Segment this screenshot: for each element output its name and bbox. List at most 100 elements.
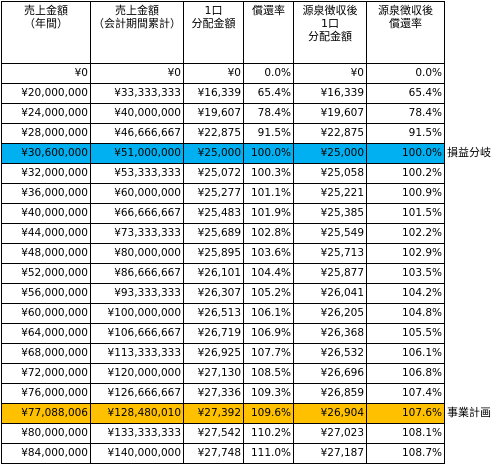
table-cell[interactable]: 102.2% (366, 223, 445, 244)
table-cell[interactable]: 108.1% (366, 423, 445, 444)
table-cell[interactable]: 0.0% (243, 63, 294, 84)
table-cell[interactable]: ¥27,748 (183, 443, 244, 464)
table-cell[interactable]: ¥60,000,000 (1, 303, 91, 324)
table-cell[interactable]: ¥27,392 (183, 403, 244, 424)
table-cell[interactable]: ¥128,480,010 (90, 403, 184, 424)
table-cell[interactable]: 78.4% (366, 103, 445, 124)
table-cell[interactable]: ¥126,666,667 (90, 383, 184, 404)
table-cell[interactable]: ¥40,000,000 (90, 103, 184, 124)
table-cell[interactable]: ¥25,877 (293, 263, 367, 284)
table-cell[interactable]: 100.2% (366, 163, 445, 184)
table-cell[interactable]: ¥26,925 (183, 343, 244, 364)
table-cell[interactable]: ¥28,000,000 (1, 123, 91, 144)
table-cell[interactable]: 104.2% (366, 283, 445, 304)
table-cell[interactable]: ¥27,023 (293, 423, 367, 444)
table-cell[interactable]: ¥86,666,667 (90, 263, 184, 284)
table-cell[interactable]: ¥80,000,000 (90, 243, 184, 264)
table-cell[interactable]: 110.2% (243, 423, 294, 444)
table-cell[interactable]: 103.6% (243, 243, 294, 264)
table-cell[interactable]: 101.5% (366, 203, 445, 224)
table-cell[interactable]: 106.1% (243, 303, 294, 324)
table-cell[interactable]: ¥25,549 (293, 223, 367, 244)
table-cell[interactable]: ¥26,532 (293, 343, 367, 364)
table-cell[interactable]: 102.8% (243, 223, 294, 244)
table-cell[interactable]: ¥0 (183, 63, 244, 84)
table-cell[interactable]: ¥32,000,000 (1, 163, 91, 184)
table-cell[interactable]: ¥16,339 (183, 83, 244, 104)
header-cell-net-redemption-rate[interactable]: 源泉徴収後 償還率 (366, 1, 445, 64)
table-cell[interactable]: 104.4% (243, 263, 294, 284)
table-cell[interactable]: ¥133,333,333 (90, 423, 184, 444)
table-cell[interactable]: ¥66,666,667 (90, 203, 184, 224)
table-cell[interactable]: 91.5% (366, 123, 445, 144)
header-cell-distribution[interactable]: 1口 分配金額 (183, 1, 244, 64)
table-cell[interactable]: 105.5% (366, 323, 445, 344)
table-cell[interactable]: 105.2% (243, 283, 294, 304)
table-cell[interactable]: ¥25,221 (293, 183, 367, 204)
table-cell[interactable]: 91.5% (243, 123, 294, 144)
table-cell[interactable]: ¥16,339 (293, 83, 367, 104)
table-cell[interactable]: ¥51,000,000 (90, 143, 184, 164)
table-cell[interactable]: 100.9% (366, 183, 445, 204)
table-cell[interactable]: 65.4% (366, 83, 445, 104)
table-cell[interactable]: 104.8% (366, 303, 445, 324)
table-cell[interactable]: ¥113,333,333 (90, 343, 184, 364)
header-cell-redemption-rate[interactable]: 償還率 (243, 1, 294, 64)
table-cell[interactable]: ¥52,000,000 (1, 263, 91, 284)
table-cell[interactable]: 109.3% (243, 383, 294, 404)
table-cell[interactable]: ¥56,000,000 (1, 283, 91, 304)
table-cell[interactable]: 103.5% (366, 263, 445, 284)
table-cell[interactable]: ¥25,483 (183, 203, 244, 224)
table-cell[interactable]: ¥64,000,000 (1, 323, 91, 344)
table-cell[interactable]: 65.4% (243, 83, 294, 104)
table-cell[interactable]: ¥26,513 (183, 303, 244, 324)
table-cell[interactable]: ¥26,859 (293, 383, 367, 404)
table-cell[interactable]: ¥25,895 (183, 243, 244, 264)
table-cell[interactable]: 106.9% (243, 323, 294, 344)
table-cell[interactable]: ¥26,696 (293, 363, 367, 384)
table-cell[interactable]: 0.0% (366, 63, 445, 84)
table-cell[interactable]: 100.3% (243, 163, 294, 184)
table-cell[interactable]: ¥25,713 (293, 243, 367, 264)
table-cell[interactable]: ¥140,000,000 (90, 443, 184, 464)
table-cell[interactable]: ¥25,000 (183, 143, 244, 164)
table-cell[interactable]: ¥76,000,000 (1, 383, 91, 404)
table-cell[interactable]: 78.4% (243, 103, 294, 124)
table-cell[interactable]: ¥33,333,333 (90, 83, 184, 104)
table-cell[interactable]: 100.0% (243, 143, 294, 164)
table-cell[interactable]: ¥26,719 (183, 323, 244, 344)
table-cell[interactable]: ¥25,058 (293, 163, 367, 184)
table-cell[interactable]: ¥26,904 (293, 403, 367, 424)
header-cell-annual-sales[interactable]: 売上金額 （年間） (1, 1, 91, 64)
table-cell[interactable]: ¥27,130 (183, 363, 244, 384)
table-cell[interactable]: ¥40,000,000 (1, 203, 91, 224)
header-cell-cumulative-sales[interactable]: 売上金額 （会計期間累計） (90, 1, 184, 64)
table-cell[interactable]: ¥25,689 (183, 223, 244, 244)
table-cell[interactable]: ¥60,000,000 (90, 183, 184, 204)
table-cell[interactable]: 107.4% (366, 383, 445, 404)
table-cell[interactable]: ¥25,000 (293, 143, 367, 164)
table-cell[interactable]: ¥26,307 (183, 283, 244, 304)
table-cell[interactable]: ¥120,000,000 (90, 363, 184, 384)
table-cell[interactable]: ¥0 (90, 63, 184, 84)
table-cell[interactable]: ¥46,666,667 (90, 123, 184, 144)
table-cell[interactable]: ¥0 (293, 63, 367, 84)
table-cell[interactable]: ¥26,101 (183, 263, 244, 284)
table-cell[interactable]: ¥22,875 (183, 123, 244, 144)
table-cell[interactable]: ¥100,000,000 (90, 303, 184, 324)
table-cell[interactable]: ¥106,666,667 (90, 323, 184, 344)
table-cell[interactable]: ¥19,607 (293, 103, 367, 124)
table-cell[interactable]: ¥93,333,333 (90, 283, 184, 304)
table-cell[interactable]: 107.6% (366, 403, 445, 424)
table-cell[interactable]: ¥25,277 (183, 183, 244, 204)
table-cell[interactable]: ¥44,000,000 (1, 223, 91, 244)
table-cell[interactable]: 107.7% (243, 343, 294, 364)
table-cell[interactable]: ¥48,000,000 (1, 243, 91, 264)
table-cell[interactable]: 109.6% (243, 403, 294, 424)
table-cell[interactable]: 106.8% (366, 363, 445, 384)
table-cell[interactable]: ¥80,000,000 (1, 423, 91, 444)
table-cell[interactable]: ¥84,000,000 (1, 443, 91, 464)
table-cell[interactable]: 101.9% (243, 203, 294, 224)
table-cell[interactable]: 111.0% (243, 443, 294, 464)
table-cell[interactable]: ¥26,205 (293, 303, 367, 324)
